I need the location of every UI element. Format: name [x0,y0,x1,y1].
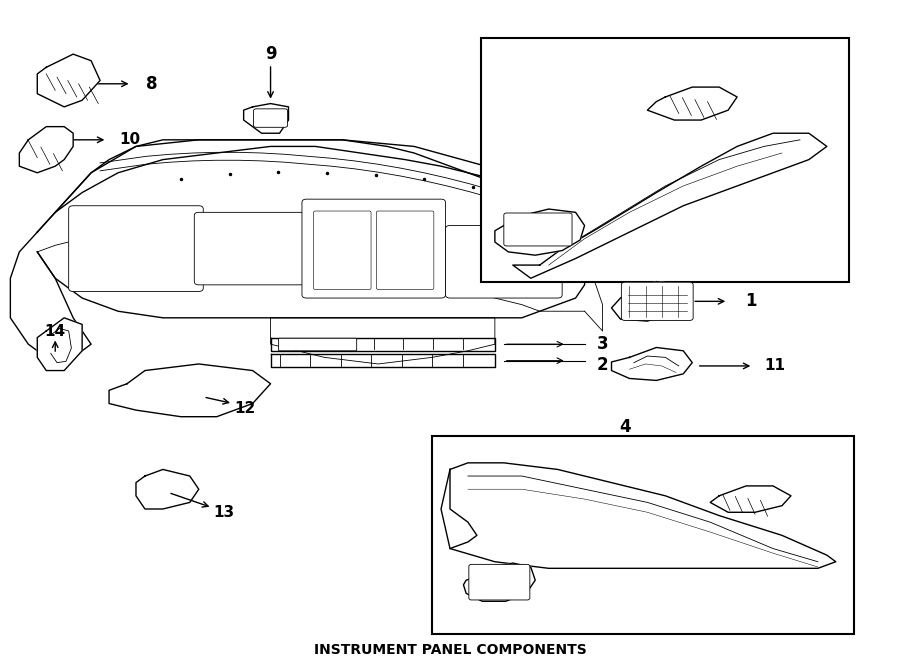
FancyBboxPatch shape [194,213,310,285]
Text: 12: 12 [235,401,256,416]
Text: 14: 14 [45,324,66,338]
Text: INSTRUMENT PANEL COMPONENTS: INSTRUMENT PANEL COMPONENTS [313,643,587,657]
Polygon shape [136,469,199,509]
Text: 7: 7 [752,97,763,115]
Text: 8: 8 [147,75,158,93]
Text: 4: 4 [619,418,631,436]
Polygon shape [109,364,271,416]
Bar [432,436,854,634]
FancyBboxPatch shape [279,338,356,351]
Text: 5: 5 [834,203,846,221]
Text: 13: 13 [213,505,235,520]
Polygon shape [37,140,585,318]
FancyBboxPatch shape [254,109,288,127]
Polygon shape [37,318,82,371]
Text: 10: 10 [119,132,140,148]
Polygon shape [611,348,692,381]
FancyBboxPatch shape [313,211,371,289]
FancyBboxPatch shape [621,282,693,320]
Text: 9: 9 [265,45,276,63]
Polygon shape [19,126,73,173]
Polygon shape [244,103,289,133]
FancyBboxPatch shape [302,199,446,298]
Text: 7: 7 [749,496,760,514]
Text: 2: 2 [597,356,608,374]
Polygon shape [441,463,836,568]
Polygon shape [647,87,737,120]
Text: 6: 6 [586,234,598,252]
Text: 3: 3 [597,335,608,354]
Polygon shape [37,54,100,107]
Bar [482,38,850,281]
FancyBboxPatch shape [504,213,572,246]
Polygon shape [464,563,536,601]
FancyBboxPatch shape [469,565,530,600]
Polygon shape [710,486,791,512]
Polygon shape [495,209,585,255]
FancyBboxPatch shape [376,211,434,289]
Text: 11: 11 [764,358,786,373]
Polygon shape [37,146,585,311]
FancyBboxPatch shape [68,206,203,291]
Text: 1: 1 [745,293,756,310]
Polygon shape [513,133,827,278]
Polygon shape [611,281,692,321]
FancyBboxPatch shape [446,226,562,298]
Text: 6: 6 [565,578,577,596]
